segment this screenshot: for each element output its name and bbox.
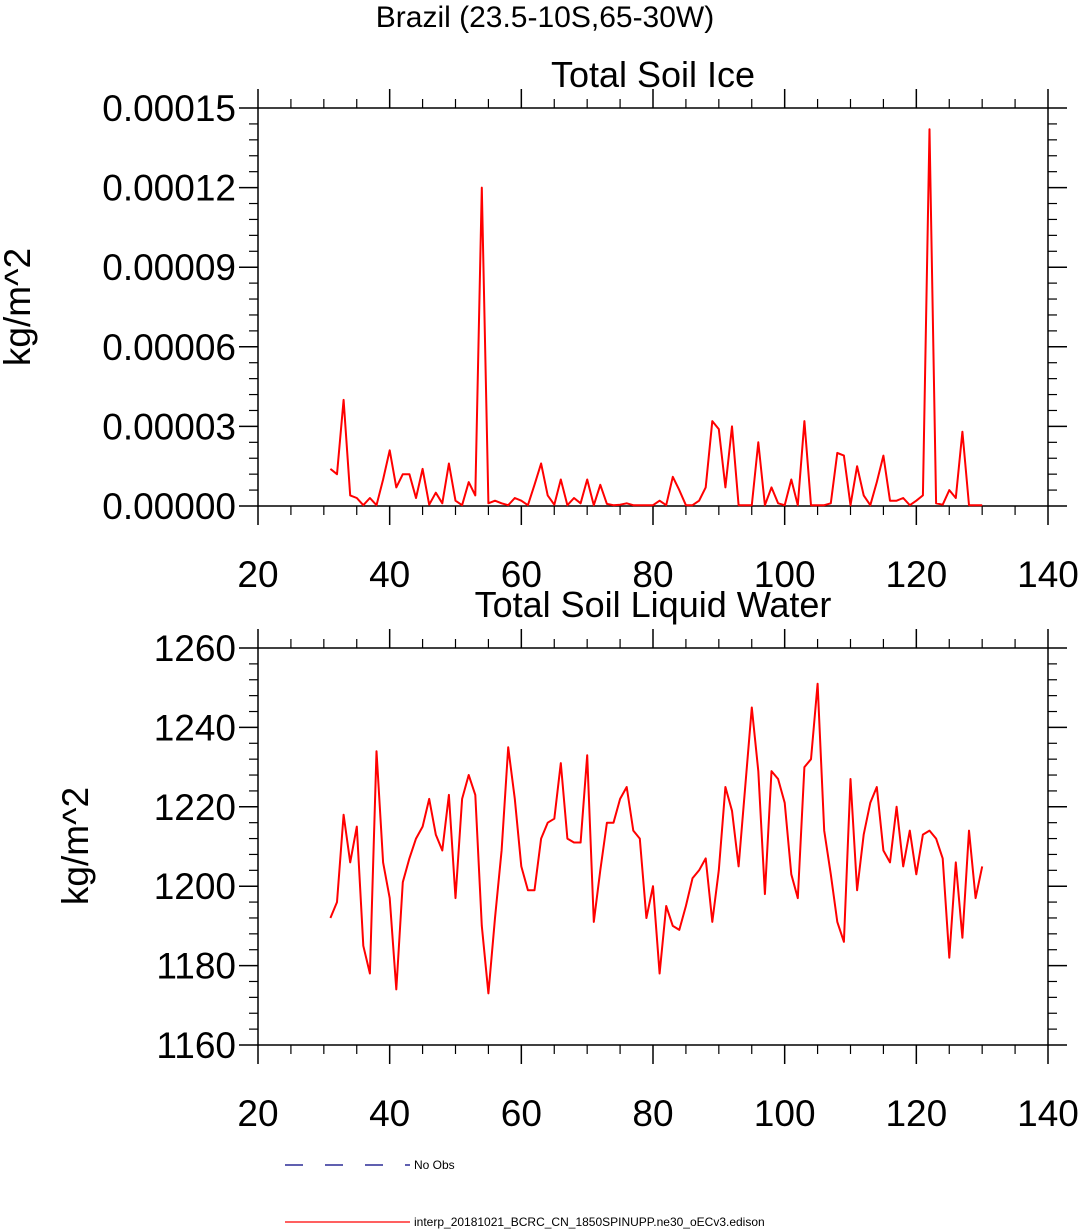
legend-model-label: interp_20181021_BCRC_CN_1850SPINUPP.ne30… <box>414 1215 765 1229</box>
soil-liquid-water-series-line <box>329 682 984 995</box>
soil-liquid-water-ytick-label: 1220 <box>154 787 236 828</box>
soil-liquid-water-xtick-label: 120 <box>885 1093 947 1134</box>
soil-liquid-water-xtick-label: 60 <box>501 1093 542 1134</box>
soil-ice-series-line <box>329 128 983 507</box>
soil-liquid-water-xtick-label: 140 <box>1017 1093 1079 1134</box>
soil-ice-title: Total Soil Ice <box>551 54 755 95</box>
soil-liquid-water-ytick-label: 1260 <box>154 628 236 669</box>
legend: No Obs interp_20181021_BCRC_CN_1850SPINU… <box>285 1158 765 1229</box>
soil-ice-xtick-label: 20 <box>237 554 278 595</box>
soil-liquid-water-ytick-label: 1160 <box>156 1025 236 1066</box>
soil-liquid-water-ylabel: kg/m^2 <box>55 787 96 905</box>
soil-ice-xtick-label: 140 <box>1017 554 1079 595</box>
soil-liquid-water-ytick-label: 1240 <box>154 707 236 748</box>
soil-ice-ytick-label: 0.00015 <box>102 88 236 129</box>
soil-liquid-water-title: Total Soil Liquid Water <box>475 584 832 625</box>
soil-liquid-water-panel: Total Soil Liquid Water 20 40 60 80 100 120 14… <box>55 584 1079 1134</box>
soil-ice-xtick-label: 100 <box>754 554 816 595</box>
soil-liquid-water-xtick-label: 100 <box>754 1093 816 1134</box>
legend-no-obs-label: No Obs <box>414 1158 455 1172</box>
figure-title: Brazil (23.5-10S,65-30W) <box>376 1 714 34</box>
soil-ice-ylabel: kg/m^2 <box>0 248 38 366</box>
soil-liquid-water-xtick-label: 40 <box>369 1093 410 1134</box>
soil-ice-ytick-label: 0.00003 <box>102 406 236 447</box>
soil-ice-xtick-label: 60 <box>501 554 542 595</box>
soil-ice-ytick-label: 0.00012 <box>102 168 236 209</box>
soil-liquid-water-xtick-label: 20 <box>237 1093 278 1134</box>
soil-ice-panel: Total Soil Ice 20 40 60 80 100 120 140 0.00000 0… <box>0 54 1079 595</box>
soil-liquid-water-xtick-label: 80 <box>632 1093 673 1134</box>
soil-liquid-water-ytick-label: 1200 <box>154 866 236 907</box>
soil-ice-ytick-label: 0.00006 <box>102 327 236 368</box>
soil-ice-ytick-label: 0.00000 <box>102 486 236 527</box>
soil-ice-xtick-label: 40 <box>369 554 410 595</box>
soil-ice-xtick-label: 80 <box>632 554 673 595</box>
soil-ice-xtick-label: 120 <box>885 554 947 595</box>
soil-ice-ytick-label: 0.00009 <box>102 247 236 288</box>
soil-liquid-water-ytick-label: 1180 <box>156 946 236 987</box>
soil-liquid-water-plot-frame <box>257 647 1049 1046</box>
